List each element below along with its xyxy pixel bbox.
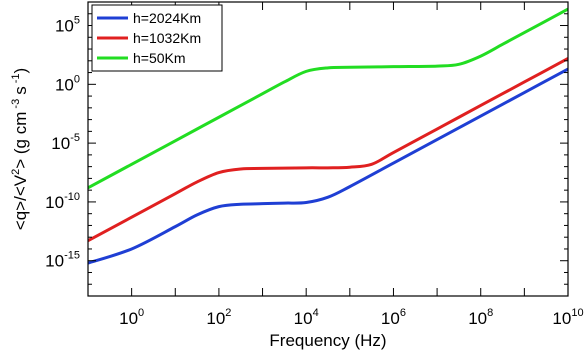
y-axis-title-sup-neg1: -1 — [10, 73, 22, 86]
legend: h=2024Km h=1032Km h=50Km — [91, 4, 223, 72]
x-tick-label: 106 — [381, 307, 406, 328]
x-tick-label-exp: 10 — [571, 307, 583, 319]
y-axis-title-units: > (g cm — [11, 112, 30, 169]
series-layer — [88, 7, 568, 265]
y-tick-label-exp: 0 — [74, 73, 80, 85]
x-tick-label: 102 — [206, 307, 231, 328]
legend-label-2: h=1032Km — [133, 30, 201, 46]
y-tick-label-exp: 5 — [74, 15, 80, 27]
legend-items: h=2024Km h=1032Km h=50Km — [97, 10, 201, 66]
y-tick-label-exp: -10 — [64, 191, 80, 203]
legend-label-1: h=2024Km — [133, 10, 201, 26]
x-tick-labels: 100 102 104 106 108 1010 — [119, 307, 583, 328]
x-tick-label-base: 10 — [552, 309, 571, 328]
y-tick-label-exp: -5 — [70, 132, 80, 144]
y-tick-label-base: 10 — [45, 193, 64, 212]
x-tick-label-exp: 6 — [400, 307, 406, 319]
y-axis-title-sup-2: 2 — [10, 169, 22, 175]
y-tick-label-base: 10 — [55, 75, 74, 94]
y-axis-title-s: s — [11, 86, 30, 95]
y-tick-label-exp: -15 — [64, 250, 80, 262]
x-tick-label-base: 10 — [119, 309, 138, 328]
y-axis-title: <q>/<V2> (g cm -3 s -1) — [10, 68, 30, 230]
y-tick-label-base: 10 — [55, 17, 74, 36]
y-axis-title-main: <q>/<V — [11, 174, 30, 230]
x-tick-label: 104 — [294, 307, 319, 328]
plot-frame — [87, 1, 569, 297]
y-axis-title-close: ) — [11, 68, 30, 74]
x-tick-label-base: 10 — [294, 309, 313, 328]
x-tick-label-base: 10 — [381, 309, 400, 328]
y-tick-label: 10-15 — [45, 250, 80, 271]
y-tick-label-base: 10 — [51, 134, 70, 153]
x-tick-label: 100 — [119, 307, 144, 328]
x-tick-label-base: 10 — [468, 309, 487, 328]
y-tick-label: 100 — [55, 73, 80, 94]
x-tick-label-exp: 4 — [313, 307, 319, 319]
y-tick-label-base: 10 — [45, 252, 64, 271]
x-tick-label-exp: 0 — [138, 307, 144, 319]
y-tick-label: 10-5 — [51, 132, 80, 153]
x-tick-label: 108 — [468, 307, 493, 328]
x-axis-title: Frequency (Hz) — [269, 331, 386, 350]
y-axis-title-sup-neg3: -3 — [10, 99, 22, 112]
x-tick-label-base: 10 — [206, 309, 225, 328]
series-line-1 — [88, 67, 568, 265]
x-tick-label-exp: 2 — [225, 307, 231, 319]
legend-label-3: h=50Km — [133, 50, 186, 66]
series-line-2 — [88, 57, 568, 243]
y-tick-label: 105 — [55, 15, 80, 36]
y-tick-label: 10-10 — [45, 191, 80, 212]
x-tick-label: 1010 — [552, 307, 583, 328]
x-tick-label-exp: 8 — [487, 307, 493, 319]
series-line-3 — [88, 7, 568, 190]
